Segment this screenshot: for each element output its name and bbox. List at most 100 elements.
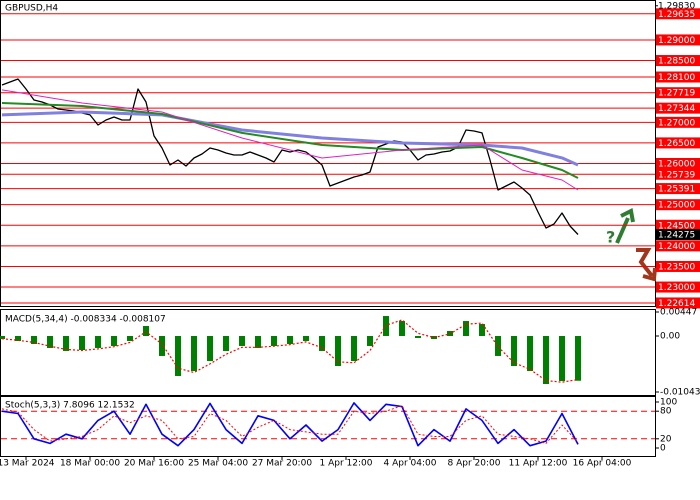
y-tick-label: 1.26000 bbox=[658, 160, 695, 170]
x-tick-label: 8 Apr 20:00 bbox=[448, 459, 501, 469]
x-tick-label: 25 Mar 04:00 bbox=[188, 459, 248, 469]
y-tick-label: 1.24000 bbox=[658, 242, 695, 252]
level-label-box bbox=[656, 116, 700, 128]
histogram-bar bbox=[415, 335, 421, 338]
histogram-bar bbox=[79, 335, 85, 351]
level-label-box bbox=[656, 260, 700, 272]
y-tick-label: 1.27344 bbox=[658, 104, 695, 114]
question-mark: ? bbox=[606, 228, 615, 247]
x-tick-label: 1 Apr 12:00 bbox=[320, 459, 373, 469]
y-tick-label: 0 bbox=[660, 444, 666, 454]
panel-title: Stoch(5,3,3) 7.8096 12.1532 bbox=[5, 401, 135, 411]
series-line bbox=[1, 402, 579, 447]
level-label-box bbox=[656, 34, 700, 46]
histogram-bar bbox=[175, 335, 181, 376]
histogram-bar bbox=[271, 335, 277, 346]
x-tick-label: 13 Mar 2024 bbox=[0, 459, 55, 469]
y-tick-label: 1.29000 bbox=[658, 36, 695, 46]
y-tick-label: 1.22614 bbox=[658, 299, 695, 309]
level-label-box bbox=[656, 137, 700, 149]
histogram-bar bbox=[31, 335, 37, 344]
histogram-bar bbox=[511, 335, 517, 367]
series-line bbox=[1, 102, 579, 179]
y-tick-label: 1.29635 bbox=[658, 10, 695, 20]
histogram-bar bbox=[223, 335, 229, 351]
panel-title: GBPUSD,H4 bbox=[5, 4, 58, 14]
histogram-bar bbox=[111, 335, 117, 346]
histogram-bar bbox=[495, 335, 501, 356]
x-tick-label: 18 Mar 00:00 bbox=[60, 459, 120, 469]
level-label-box bbox=[656, 8, 700, 20]
level-label-box bbox=[656, 71, 700, 83]
histogram-bar bbox=[95, 335, 101, 348]
y-tick-label: 80 bbox=[660, 407, 672, 417]
x-tick-label: 11 Apr 12:00 bbox=[509, 459, 568, 469]
x-tick-label: 16 Apr 04:00 bbox=[573, 459, 632, 469]
histogram-bar bbox=[479, 324, 485, 336]
panel-title: MACD(5,34,4) -0.008334 -0.008107 bbox=[5, 315, 166, 325]
histogram-bar bbox=[319, 335, 325, 351]
y-tick-label: 100 bbox=[660, 398, 677, 408]
last-price-label: 1.24275 bbox=[658, 231, 695, 241]
y-tick-label: 20 bbox=[660, 434, 672, 444]
histogram-bar bbox=[207, 335, 213, 362]
down-arrow-head bbox=[642, 267, 657, 282]
last-price-box bbox=[656, 229, 700, 241]
y-tick-label: 1.26500 bbox=[658, 139, 695, 149]
histogram-bar bbox=[335, 335, 341, 367]
level-label-box bbox=[656, 240, 700, 252]
level-label-box bbox=[656, 55, 700, 67]
y-tick-label: 1.28100 bbox=[658, 73, 695, 83]
histogram-bar bbox=[543, 335, 549, 384]
histogram-bar bbox=[351, 335, 357, 362]
histogram-bar bbox=[255, 335, 261, 348]
series-line bbox=[1, 405, 579, 444]
y-tick-label: 0.00447 bbox=[660, 308, 697, 318]
forecast-arrows: ? bbox=[606, 208, 657, 282]
level-label-box bbox=[656, 158, 700, 170]
up-arrow bbox=[615, 217, 630, 244]
histogram-bar bbox=[463, 321, 469, 336]
y-tick-label: 1.25739 bbox=[658, 170, 695, 180]
y-tick-label: 1.25000 bbox=[658, 201, 695, 211]
histogram-bar bbox=[143, 326, 149, 336]
up-arrow-head bbox=[620, 208, 635, 223]
y-tick-label: 1.24500 bbox=[658, 221, 695, 231]
level-label-box bbox=[656, 102, 700, 114]
histogram-bar bbox=[367, 335, 373, 346]
histogram-bar bbox=[15, 335, 21, 341]
price-panel bbox=[0, 0, 656, 307]
macd-panel bbox=[0, 309, 656, 396]
histogram-bar bbox=[159, 335, 165, 356]
y-tick-label: 1.23500 bbox=[658, 262, 695, 272]
histogram-bar bbox=[399, 321, 405, 336]
histogram-bar bbox=[191, 335, 197, 372]
y-tick-label: 1.23000 bbox=[658, 283, 695, 293]
level-label-box bbox=[656, 168, 700, 180]
x-tick-label: 4 Apr 04:00 bbox=[384, 459, 437, 469]
y-tick-label: 1.27000 bbox=[658, 118, 695, 128]
y-tick-label: 0.00 bbox=[660, 331, 680, 341]
y-tick-label: 1.29830 bbox=[658, 1, 695, 11]
level-label-box bbox=[656, 183, 700, 195]
series-line bbox=[1, 110, 579, 167]
level-label-box bbox=[656, 297, 700, 309]
x-tick-label: 20 Mar 16:00 bbox=[124, 459, 184, 469]
histogram-bar bbox=[575, 335, 581, 381]
x-tick-label: 27 Mar 20:00 bbox=[252, 459, 312, 469]
down-arrow bbox=[636, 248, 654, 278]
level-label-box bbox=[656, 281, 700, 293]
histogram-bar bbox=[47, 335, 53, 348]
stoch-panel bbox=[0, 396, 656, 457]
histogram-bar bbox=[63, 335, 69, 351]
histogram-bar bbox=[287, 335, 293, 344]
histogram-bar bbox=[127, 335, 133, 341]
histogram-bar bbox=[0, 335, 5, 340]
level-label-box bbox=[656, 87, 700, 99]
y-tick-label: 1.25391 bbox=[658, 185, 695, 195]
series-line bbox=[1, 89, 579, 191]
histogram-bar bbox=[527, 335, 533, 372]
series-line bbox=[1, 319, 579, 383]
